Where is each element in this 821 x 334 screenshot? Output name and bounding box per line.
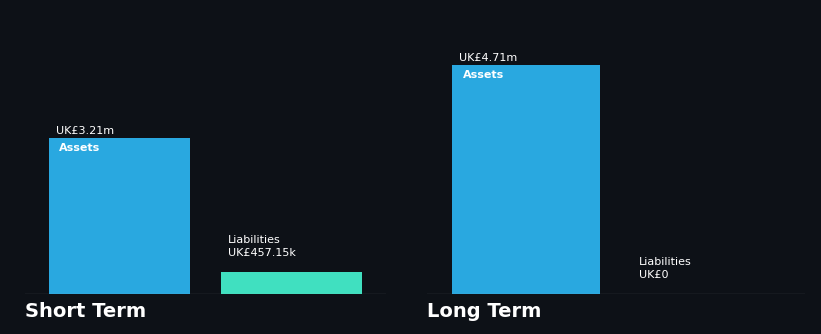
Text: Assets: Assets xyxy=(59,143,100,153)
Text: UK£457.15k: UK£457.15k xyxy=(227,248,296,258)
Text: UK£4.71m: UK£4.71m xyxy=(459,53,517,63)
Text: Assets: Assets xyxy=(463,70,504,80)
Bar xyxy=(452,65,599,294)
Text: UK£3.21m: UK£3.21m xyxy=(56,126,114,136)
Bar xyxy=(221,272,362,294)
Text: Liabilities: Liabilities xyxy=(639,257,692,267)
X-axis label: Long Term: Long Term xyxy=(427,302,541,321)
Text: UK£0: UK£0 xyxy=(639,270,668,280)
Bar xyxy=(48,138,190,294)
X-axis label: Short Term: Short Term xyxy=(25,302,146,321)
Text: Liabilities: Liabilities xyxy=(227,235,280,245)
